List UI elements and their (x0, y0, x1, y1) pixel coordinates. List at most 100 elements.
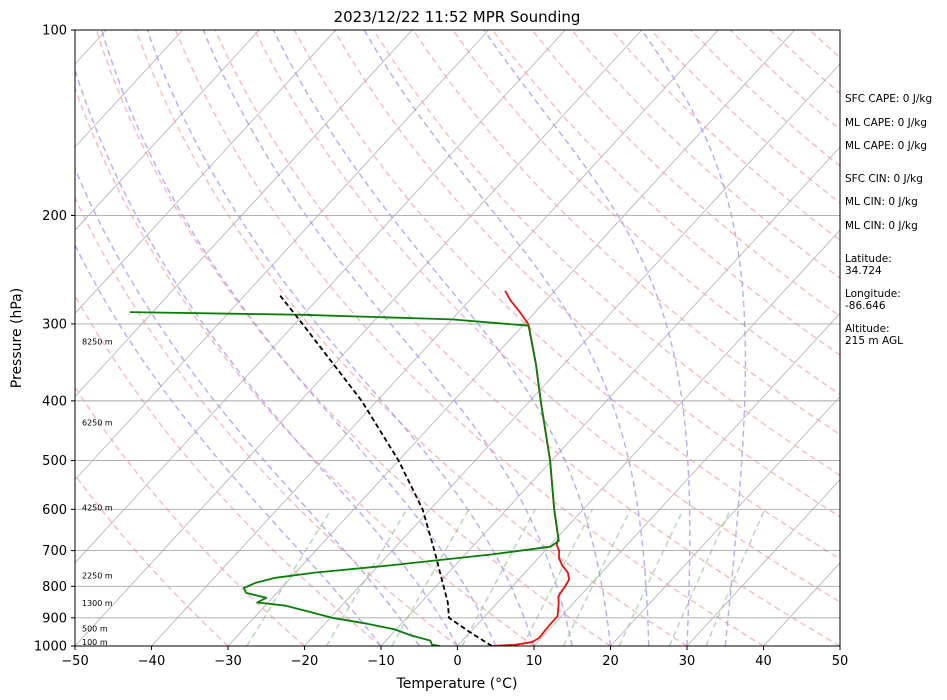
dry-adiabat-line (75, 86, 535, 646)
plot-frame (74, 29, 841, 647)
location-value: 215 m AGL (845, 335, 903, 347)
x-tick-label: −20 (291, 654, 318, 669)
dry-adiabat-line (412, 30, 840, 436)
y-tick-label: 200 (42, 209, 67, 224)
index-text: ML CIN: 0 J/kg (845, 196, 918, 208)
moist-adiabat-line (272, 30, 612, 646)
isotherm-line (75, 30, 337, 314)
isotherm-line (380, 146, 840, 646)
y-tick-label: 1000 (34, 640, 67, 655)
height-label: 4250 m (82, 504, 113, 513)
isotherm-line (304, 63, 840, 646)
x-tick-label: 10 (526, 654, 543, 669)
dry-adiabat-line (452, 30, 840, 396)
isotherm-line (457, 229, 840, 646)
moist-adiabat-lines (75, 30, 747, 646)
y-axis-label: Pressure (hPa) (9, 288, 25, 388)
isotherm-line (151, 30, 719, 646)
pressure-grid-lines (75, 30, 840, 646)
height-label: 100 m (82, 638, 108, 647)
x-tick-label: 30 (679, 654, 696, 669)
dry-adiabat-line (95, 30, 611, 646)
isotherm-line (533, 312, 840, 646)
mixing-ratio-line (461, 508, 536, 646)
mixing-ratio-line (705, 509, 766, 646)
parcel-path-line (279, 295, 493, 646)
y-tick-label: 900 (42, 611, 67, 626)
dewpoint-line (129, 311, 560, 646)
y-tick-label: 800 (42, 580, 67, 595)
dry-adiabat-line (333, 30, 840, 518)
isotherm-line (75, 30, 643, 646)
location-label: Latitude: (845, 253, 892, 265)
mixing-ratio-line (668, 509, 732, 646)
moist-adiabat-line (483, 30, 691, 646)
isotherm-line (75, 30, 413, 398)
mixing-ratio-line (246, 508, 332, 646)
isotherm-line (686, 479, 840, 646)
indices-panel: SFC CAPE: 0 J/kg ML CAPE: 0 J/kg ML CAPE: … (845, 93, 932, 232)
mixing-ratio-line (562, 508, 632, 646)
isotherm-line (75, 30, 566, 564)
dry-adiabat-line (373, 30, 840, 477)
moist-adiabat-line (146, 30, 535, 646)
index-text: ML CAPE: 0 J/kg (845, 140, 927, 152)
x-tick-label: −40 (138, 654, 165, 669)
index-text: ML CAPE: 0 J/kg (845, 117, 927, 129)
height-label: 500 m (82, 624, 108, 633)
mixing-ratio-line (325, 508, 408, 646)
x-tick-label: −10 (367, 654, 394, 669)
y-tick-label: 700 (42, 544, 67, 559)
moist-adiabat-line (75, 67, 459, 646)
y-tick-label: 600 (42, 503, 67, 518)
x-axis: −50 −40 −30 −20 −10 0 10 20 30 40 50 (61, 646, 848, 669)
moist-adiabat-line (75, 243, 382, 646)
location-value: 34.724 (845, 265, 882, 277)
dry-adiabat-line (75, 294, 382, 646)
height-label: 6250 m (82, 418, 113, 427)
dry-adiabat-line (214, 30, 840, 646)
index-text: SFC CAPE: 0 J/kg (845, 93, 932, 105)
height-label: 2250 m (82, 572, 113, 581)
isotherm-line (75, 30, 184, 148)
height-label: 1300 m (82, 599, 113, 608)
x-tick-label: 50 (832, 654, 849, 669)
x-tick-label: 40 (755, 654, 772, 669)
chart-title: 2023/12/22 11:52 MPR Sounding (334, 8, 581, 26)
y-tick-label: 100 (42, 24, 67, 39)
dry-adiabat-line (174, 30, 764, 646)
mixing-ratio-line (391, 508, 470, 646)
location-label: Altitude: (845, 323, 890, 335)
location-value: -86.646 (845, 300, 886, 312)
height-labels: 100 m 500 m 1300 m 2250 m 4250 m 6250 m 8250 m (82, 337, 113, 647)
isotherm-line (610, 395, 840, 646)
location-label: Longitude: (845, 288, 901, 300)
dry-adiabat-line (491, 30, 840, 356)
x-tick-label: −30 (214, 654, 241, 669)
location-panel: Latitude:34.724 Longitude:-86.646 Altitude… (845, 253, 903, 347)
mixing-ratio-line (522, 508, 594, 646)
y-tick-label: 300 (42, 317, 67, 332)
y-tick-label: 500 (42, 454, 67, 469)
x-axis-label: Temperature (°C) (396, 676, 518, 692)
y-axis: 1000 900 800 700 600 500 400 300 200 100 (34, 24, 75, 655)
isotherm-line (227, 30, 796, 646)
moist-adiabat-line (363, 30, 650, 646)
sounding-profiles (129, 290, 570, 646)
dry-adiabat-line (135, 30, 688, 646)
moist-adiabat-line (202, 30, 573, 646)
x-tick-label: 0 (453, 654, 461, 669)
dry-adiabat-line (75, 474, 229, 646)
x-tick-label: 20 (602, 654, 619, 669)
index-text: SFC CIN: 0 J/kg (845, 173, 923, 185)
isotherm-line (75, 30, 260, 231)
index-text: ML CIN: 0 J/kg (845, 220, 918, 232)
dry-adiabat-line (75, 196, 458, 646)
isotherm-lines (75, 30, 840, 646)
x-tick-label: −50 (61, 654, 88, 669)
y-tick-label: 400 (42, 394, 67, 409)
moist-adiabat-line (75, 166, 420, 646)
dry-adiabat-lines (75, 30, 840, 646)
background-lines (75, 30, 840, 646)
